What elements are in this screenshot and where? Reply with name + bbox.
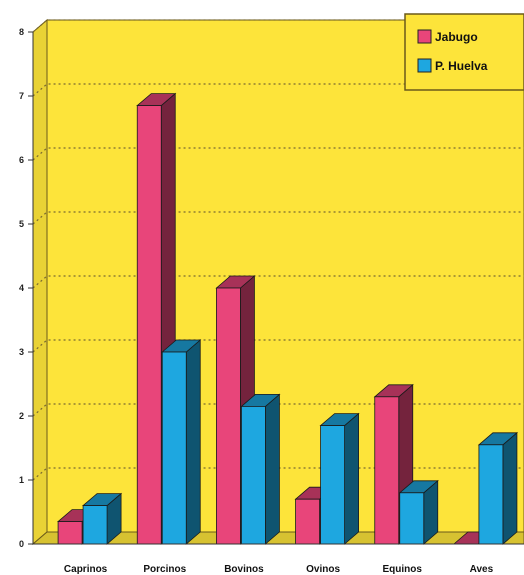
- bar-side: [344, 412, 359, 545]
- legend-label-jabugo: Jabugo: [435, 30, 478, 44]
- bar-side: [265, 393, 280, 545]
- gridlines: [32, 19, 524, 481]
- bar-side: [502, 431, 518, 545]
- bar-bovinos-p-huelva: [240, 393, 281, 545]
- gridline: [32, 19, 524, 33]
- bar-porcinos-p-huelva: [161, 339, 202, 545]
- side-wall: [32, 18, 48, 546]
- y-tick-label: 6: [19, 155, 24, 165]
- bar-front: [241, 405, 266, 545]
- y-axis: 0 1 2 3 4 5 6 7 8: [19, 27, 34, 549]
- bar-front: [57, 521, 83, 545]
- y-tick-label: 0: [19, 539, 24, 549]
- legend-swatch-p-huelva: [417, 58, 432, 73]
- bar-side: [185, 339, 201, 545]
- bar-front: [82, 505, 108, 545]
- gridline: [32, 339, 524, 353]
- gridline: [32, 403, 524, 417]
- gridline: [32, 147, 524, 161]
- x-axis: Caprinos Porcinos Bovinos Ovinos Equinos Aves: [33, 543, 524, 575]
- bar-front: [295, 498, 320, 545]
- x-tick-label: Equinos: [383, 564, 423, 575]
- x-tick-label: Ovinos: [306, 564, 340, 575]
- x-tick-label: Porcinos: [143, 564, 186, 575]
- legend-box: [404, 13, 524, 91]
- gridline: [32, 211, 524, 225]
- bars: [57, 92, 518, 545]
- bar-ovinos-p-huelva: [319, 412, 360, 545]
- bar-front: [161, 351, 187, 545]
- bar-front: [399, 492, 425, 545]
- x-tick-label: Caprinos: [64, 564, 108, 575]
- bar-front: [136, 105, 162, 545]
- y-tick-label: 3: [19, 347, 24, 357]
- bar-front: [478, 444, 504, 545]
- bar-front: [216, 287, 241, 545]
- y-tick-label: 8: [19, 27, 24, 37]
- y-tick-label: 5: [19, 219, 24, 229]
- bar-front: [374, 396, 400, 545]
- legend: Jabugo P. Huelva: [404, 13, 524, 91]
- y-tick-label: 7: [19, 91, 24, 101]
- x-tick-label: Bovinos: [224, 564, 264, 575]
- legend-label-p-huelva: P. Huelva: [435, 59, 488, 73]
- gridline: [32, 467, 524, 481]
- gridline: [32, 83, 524, 97]
- y-tick-label: 2: [19, 411, 24, 421]
- y-tick-label: 4: [19, 283, 24, 293]
- bar-front: [320, 425, 345, 545]
- bar-aves-p-huelva: [477, 431, 518, 545]
- bar-caprinos-p-huelva: [82, 492, 123, 545]
- bar-equinos-p-huelva: [398, 479, 439, 545]
- y-tick-label: 1: [19, 475, 24, 485]
- legend-swatch-jabugo: [417, 29, 432, 44]
- x-tick-label: Aves: [470, 564, 494, 575]
- gridline: [32, 275, 524, 289]
